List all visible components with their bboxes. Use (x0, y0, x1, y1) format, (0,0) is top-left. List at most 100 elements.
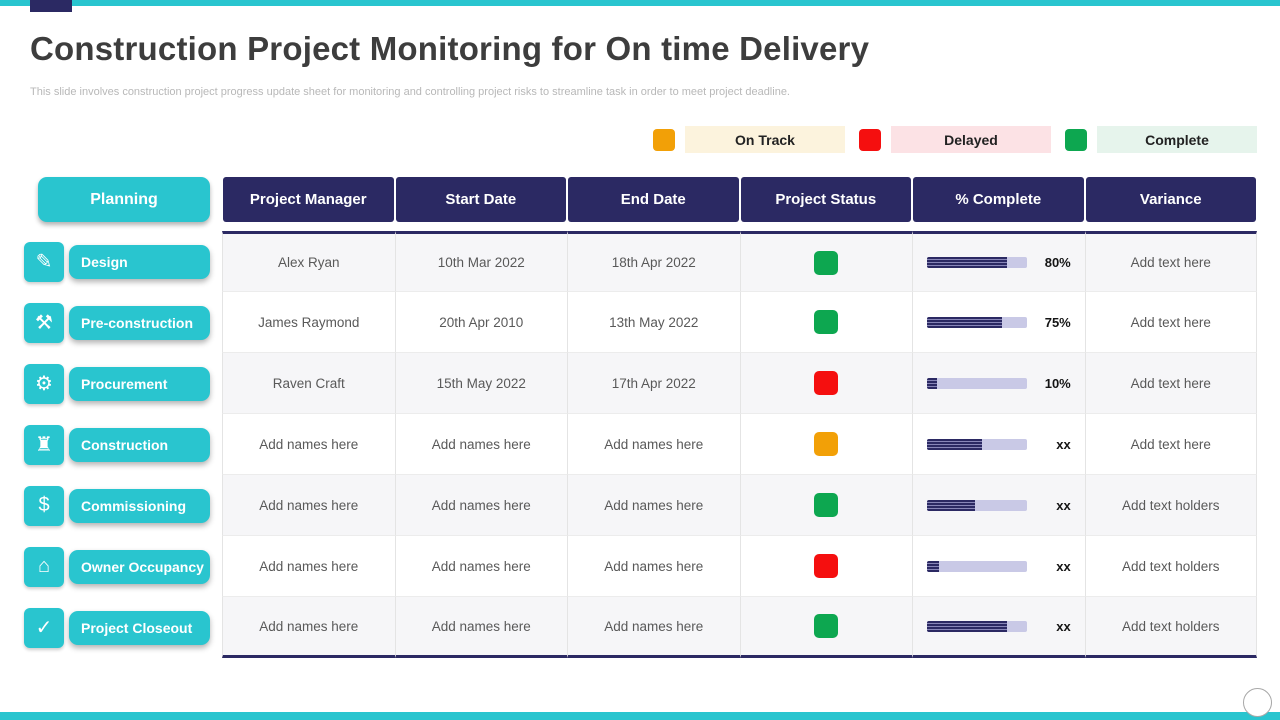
manager-cell: Add names here (222, 475, 395, 536)
phase-cell: ✓ Project Closeout (24, 597, 222, 658)
legend-item-complete: Complete (1065, 126, 1257, 153)
table-header-row: Planning Project Manager Start Date End … (24, 177, 1257, 222)
phase-cell: ✎ Design (24, 231, 222, 292)
progress-percent: xx (1056, 558, 1071, 574)
variance-cell: Add text here (1084, 414, 1257, 475)
variance-cell: Add text holders (1084, 597, 1257, 658)
progress-fill (926, 316, 1002, 328)
progress-track (926, 377, 1027, 389)
column-header-percent-complete: % Complete (913, 177, 1084, 222)
progress-cell: 80% (912, 231, 1085, 292)
manager-cell: Add names here (222, 597, 395, 658)
phase-column-header: Planning (38, 177, 210, 222)
progress-cell: xx (912, 536, 1085, 597)
variance-cell: Add text here (1084, 353, 1257, 414)
phase-button: Construction (69, 427, 210, 462)
column-header-project-status: Project Status (740, 177, 911, 222)
progress-track (926, 438, 1027, 450)
start-date-cell: Add names here (394, 414, 567, 475)
status-cell (739, 414, 912, 475)
phase-button: Procurement (69, 366, 210, 401)
procurement-gear-icon: ⚙ (24, 363, 64, 404)
progress-cell: xx (912, 414, 1085, 475)
progress-percent: xx (1056, 497, 1071, 513)
manager-cell: James Raymond (222, 292, 395, 353)
column-header-start-date: Start Date (395, 177, 566, 222)
start-date-cell: Add names here (394, 536, 567, 597)
person-dollar-icon: ✓ (24, 607, 64, 648)
start-date-cell: 10th Mar 2022 (394, 231, 567, 292)
status-delayed-icon (814, 371, 839, 395)
progress-cell: xx (912, 597, 1085, 658)
top-accent-bar (0, 0, 1280, 6)
phase-button: Owner Occupancy (69, 549, 210, 584)
phase-button: Commissioning (69, 488, 210, 523)
status-complete-icon (814, 310, 839, 334)
legend-label: Delayed (891, 126, 1051, 153)
end-date-cell: 13th May 2022 (567, 292, 740, 353)
status-cell (739, 231, 912, 292)
column-header-variance: Variance (1085, 177, 1256, 222)
progress-track (926, 620, 1027, 632)
table-row-project-closeout: ✓ Project Closeout Add names here Add na… (24, 597, 1257, 658)
status-legend: On Track Delayed Complete (653, 126, 1257, 153)
page-subtitle: This slide involves construction project… (30, 86, 790, 98)
status-complete-icon (814, 493, 839, 517)
manager-cell: Alex Ryan (222, 231, 395, 292)
drafting-tools-icon: ✎ (24, 241, 64, 282)
progress-percent: 10% (1044, 375, 1071, 391)
start-date-cell: Add names here (394, 475, 567, 536)
progress-percent: 80% (1044, 255, 1071, 270)
table-row-commissioning: $ Commissioning Add names here Add names… (24, 475, 1257, 536)
column-header-end-date: End Date (568, 177, 739, 222)
status-cell (739, 353, 912, 414)
corner-circle-decoration (1243, 688, 1272, 717)
hand-money-icon: $ (24, 485, 64, 526)
project-monitoring-table: Planning Project Manager Start Date End … (24, 177, 1257, 658)
legend-item-delayed: Delayed (859, 126, 1051, 153)
house-icon: ⌂ (24, 546, 64, 587)
on-track-swatch-icon (653, 128, 675, 151)
status-cell (739, 292, 912, 353)
progress-percent: 75% (1044, 314, 1071, 330)
variance-cell: Add text here (1084, 231, 1257, 292)
manager-cell: Raven Craft (222, 353, 395, 414)
end-date-cell: Add names here (567, 536, 740, 597)
bottom-accent-bar (0, 712, 1280, 720)
column-header-project-manager: Project Manager (223, 177, 394, 222)
table-row-design: ✎ Design Alex Ryan 10th Mar 2022 18th Ap… (24, 231, 1257, 292)
progress-percent: xx (1056, 618, 1071, 634)
page-title: Construction Project Monitoring for On t… (30, 30, 870, 67)
variance-cell: Add text holders (1084, 536, 1257, 597)
status-complete-icon (814, 614, 839, 638)
end-date-cell: 17th Apr 2022 (567, 353, 740, 414)
excavator-icon: ⚒ (24, 302, 64, 343)
manager-cell: Add names here (222, 536, 395, 597)
legend-label: On Track (685, 126, 845, 153)
start-date-cell: 15th May 2022 (394, 353, 567, 414)
progress-percent: xx (1056, 436, 1071, 452)
end-date-cell: Add names here (567, 597, 740, 658)
progress-fill (926, 377, 937, 389)
crane-icon: ♜ (24, 424, 64, 465)
phase-cell: ⚙ Procurement (24, 353, 222, 414)
table-row-pre-construction: ⚒ Pre-construction James Raymond 20th Ap… (24, 292, 1257, 353)
progress-cell: xx (912, 475, 1085, 536)
table-row-construction: ♜ Construction Add names here Add names … (24, 414, 1257, 475)
progress-track (926, 560, 1027, 572)
top-navy-tab (30, 0, 72, 12)
complete-swatch-icon (1065, 128, 1087, 151)
variance-cell: Add text here (1084, 292, 1257, 353)
table-row-owner-occupancy: ⌂ Owner Occupancy Add names here Add nam… (24, 536, 1257, 597)
progress-track (926, 316, 1027, 328)
phase-cell: ⌂ Owner Occupancy (24, 536, 222, 597)
progress-cell: 10% (912, 353, 1085, 414)
status-delayed-icon (814, 554, 839, 578)
status-cell (739, 536, 912, 597)
legend-item-on-track: On Track (653, 126, 845, 153)
progress-fill (926, 438, 982, 450)
variance-cell: Add text holders (1084, 475, 1257, 536)
phase-cell: ⚒ Pre-construction (24, 292, 222, 353)
progress-fill (926, 560, 939, 572)
phase-button: Project Closeout (69, 610, 210, 645)
